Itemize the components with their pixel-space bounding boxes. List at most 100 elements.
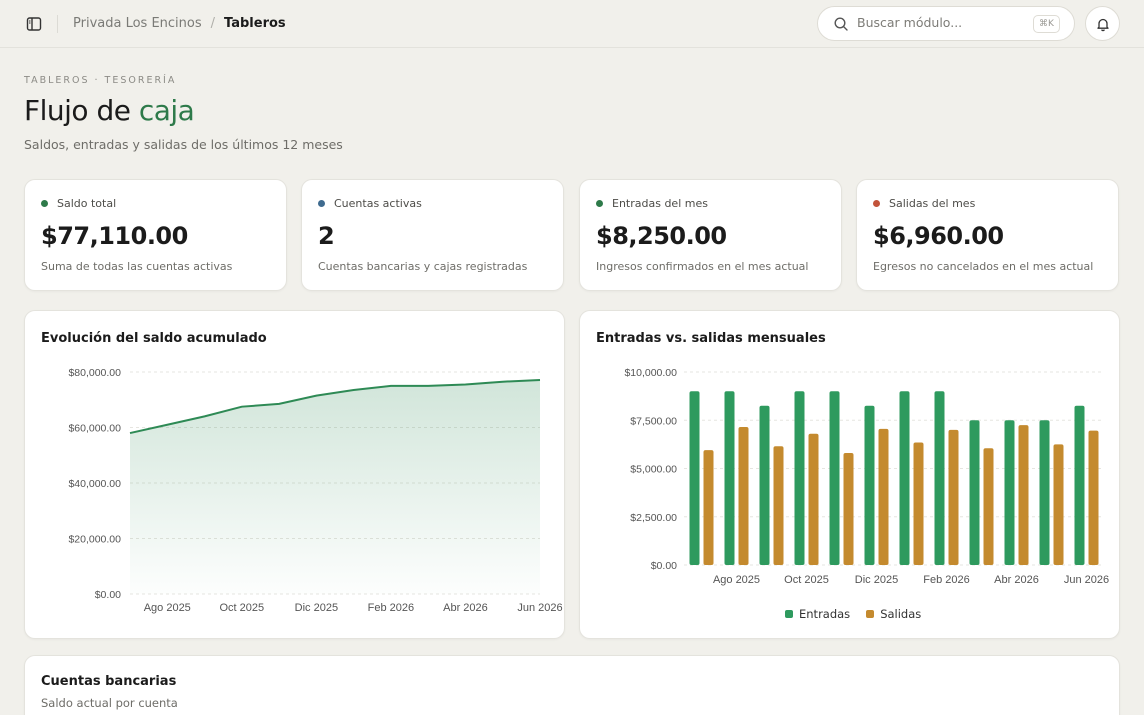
status-dot xyxy=(873,200,880,207)
x-tick-label: Feb 2026 xyxy=(368,602,414,614)
bar-salidas xyxy=(843,453,854,565)
kpi-label: Salidas del mes xyxy=(873,197,975,210)
bar-entradas xyxy=(1074,405,1085,565)
kpi-label-text: Saldo total xyxy=(57,197,117,210)
bar-salidas xyxy=(878,428,889,565)
kpi-label: Saldo total xyxy=(41,197,116,210)
page-title-main: Flujo de xyxy=(24,94,139,127)
search-icon xyxy=(833,16,849,32)
chart-card-entradas-salidas: Entradas vs. salidas mensuales $0.00 $2,5… xyxy=(579,310,1120,639)
legend-item-entradas[interactable]: Entradas xyxy=(785,607,850,621)
kpi-card-entradas-mes: Entradas del mes $8,250.00 Ingresos conf… xyxy=(579,179,842,291)
page-eyebrow: TABLEROS · TESORERÍA xyxy=(24,75,177,86)
legend-label: Salidas xyxy=(880,607,922,621)
divider xyxy=(57,15,58,33)
kpi-card-saldo-total: Saldo total $77,110.00 Suma de todas las… xyxy=(24,179,287,291)
bar-entradas xyxy=(899,391,910,565)
bar-salidas xyxy=(1018,425,1029,565)
bell-icon xyxy=(1096,18,1109,31)
bar-chart: $0.00 $2,500.00 $5,000.00 $7,500.00 $10,000.… xyxy=(624,367,1109,586)
bar-salidas xyxy=(913,442,924,565)
bar-entradas xyxy=(689,391,700,565)
search-input[interactable] xyxy=(857,15,1027,30)
shortcut-badge: ⌘K xyxy=(1033,15,1060,33)
bar-entradas xyxy=(1039,420,1050,565)
breadcrumb-item-current: Tableros xyxy=(224,16,286,31)
legend-item-salidas[interactable]: Salidas xyxy=(866,607,921,621)
bar-salidas xyxy=(773,446,784,565)
y-tick-label: $0.00 xyxy=(95,589,121,601)
bar-salidas xyxy=(948,429,959,565)
breadcrumb: Privada Los Encinos / Tableros xyxy=(73,16,286,31)
y-tick-label: $80,000.00 xyxy=(68,367,121,379)
breadcrumb-item-org[interactable]: Privada Los Encinos xyxy=(73,16,202,31)
kpi-label-text: Entradas del mes xyxy=(612,197,708,210)
y-tick-label: $40,000.00 xyxy=(68,478,121,490)
x-tick-label: Jun 2026 xyxy=(517,602,562,614)
top-bar: Privada Los Encinos / Tableros ⌘K xyxy=(0,0,1144,48)
status-dot xyxy=(318,200,325,207)
legend-label: Entradas xyxy=(799,607,851,621)
legend-swatch xyxy=(785,610,793,618)
bar-entradas xyxy=(724,391,735,565)
x-tick-label: Jun 2026 xyxy=(1064,574,1109,586)
status-dot xyxy=(41,200,48,207)
x-tick-label: Ago 2025 xyxy=(713,574,760,586)
chart-card-saldo: Evolución del saldo acumulado $0.00 $20,0… xyxy=(24,310,565,639)
bar-entradas xyxy=(969,420,980,565)
bar-entradas xyxy=(864,405,875,565)
chart-title: Evolución del saldo acumulado xyxy=(41,331,267,346)
kpi-value: 2 xyxy=(318,222,335,250)
kpi-label-text: Cuentas activas xyxy=(334,197,422,210)
bar-entradas xyxy=(829,391,840,565)
bar-entradas xyxy=(794,391,805,565)
kpi-card-salidas-mes: Salidas del mes $6,960.00 Egresos no can… xyxy=(856,179,1119,291)
kpi-label: Entradas del mes xyxy=(596,197,708,210)
y-tick-label: $5,000.00 xyxy=(630,464,677,476)
kpi-description: Ingresos confirmados en el mes actual xyxy=(596,260,809,273)
page-title-accent: caja xyxy=(138,94,195,127)
y-tick-label: $60,000.00 xyxy=(68,423,121,435)
breadcrumb-separator: / xyxy=(210,16,216,31)
accounts-card: Cuentas bancarias Saldo actual por cuent… xyxy=(24,655,1120,715)
kpi-description: Suma de todas las cuentas activas xyxy=(41,260,233,273)
bar-salidas xyxy=(738,427,749,565)
x-tick-label: Dic 2025 xyxy=(295,602,338,614)
bar-salidas xyxy=(808,433,819,565)
chart-legend: Entradas Salidas xyxy=(785,607,921,621)
kpi-value: $6,960.00 xyxy=(873,222,1004,250)
notifications-button[interactable] xyxy=(1085,6,1120,41)
y-tick-label: $2,500.00 xyxy=(630,512,677,524)
status-dot xyxy=(596,200,603,207)
area-chart: $0.00 $20,000.00 $40,000.00 $60,000.00 $80,0… xyxy=(68,367,562,614)
x-tick-label: Abr 2026 xyxy=(443,602,488,614)
bar-salidas xyxy=(1053,444,1064,565)
kpi-description: Cuentas bancarias y cajas registradas xyxy=(318,260,528,273)
bar-entradas xyxy=(934,391,945,565)
kpi-label: Cuentas activas xyxy=(318,197,422,210)
y-tick-label: $7,500.00 xyxy=(630,415,677,427)
kpi-description: Egresos no cancelados en el mes actual xyxy=(873,260,1094,273)
y-tick-label: $20,000.00 xyxy=(68,534,121,546)
x-tick-label: Abr 2026 xyxy=(994,574,1039,586)
kpi-label-text: Salidas del mes xyxy=(889,197,976,210)
x-tick-label: Feb 2026 xyxy=(923,574,969,586)
bar-entradas xyxy=(759,405,770,565)
x-tick-label: Ago 2025 xyxy=(144,602,191,614)
y-tick-label: $0.00 xyxy=(651,560,677,572)
kpi-value: $77,110.00 xyxy=(41,222,188,250)
area-fill xyxy=(130,380,540,594)
search-box[interactable]: ⌘K xyxy=(817,6,1075,41)
bar-salidas xyxy=(703,450,714,565)
legend-swatch xyxy=(866,610,875,618)
section-title: Cuentas bancarias xyxy=(41,674,177,689)
x-tick-label: Oct 2025 xyxy=(784,574,829,586)
kpi-card-cuentas-activas: Cuentas activas 2 Cuentas bancarias y ca… xyxy=(301,179,564,291)
bar-entradas xyxy=(1004,420,1015,565)
sidebar-toggle-icon[interactable] xyxy=(24,14,44,34)
section-subtitle: Saldo actual por cuenta xyxy=(41,696,178,710)
kpi-value: $8,250.00 xyxy=(596,222,727,250)
x-tick-label: Dic 2025 xyxy=(855,574,898,586)
y-tick-label: $10,000.00 xyxy=(624,367,677,379)
bar-salidas xyxy=(1088,430,1099,565)
